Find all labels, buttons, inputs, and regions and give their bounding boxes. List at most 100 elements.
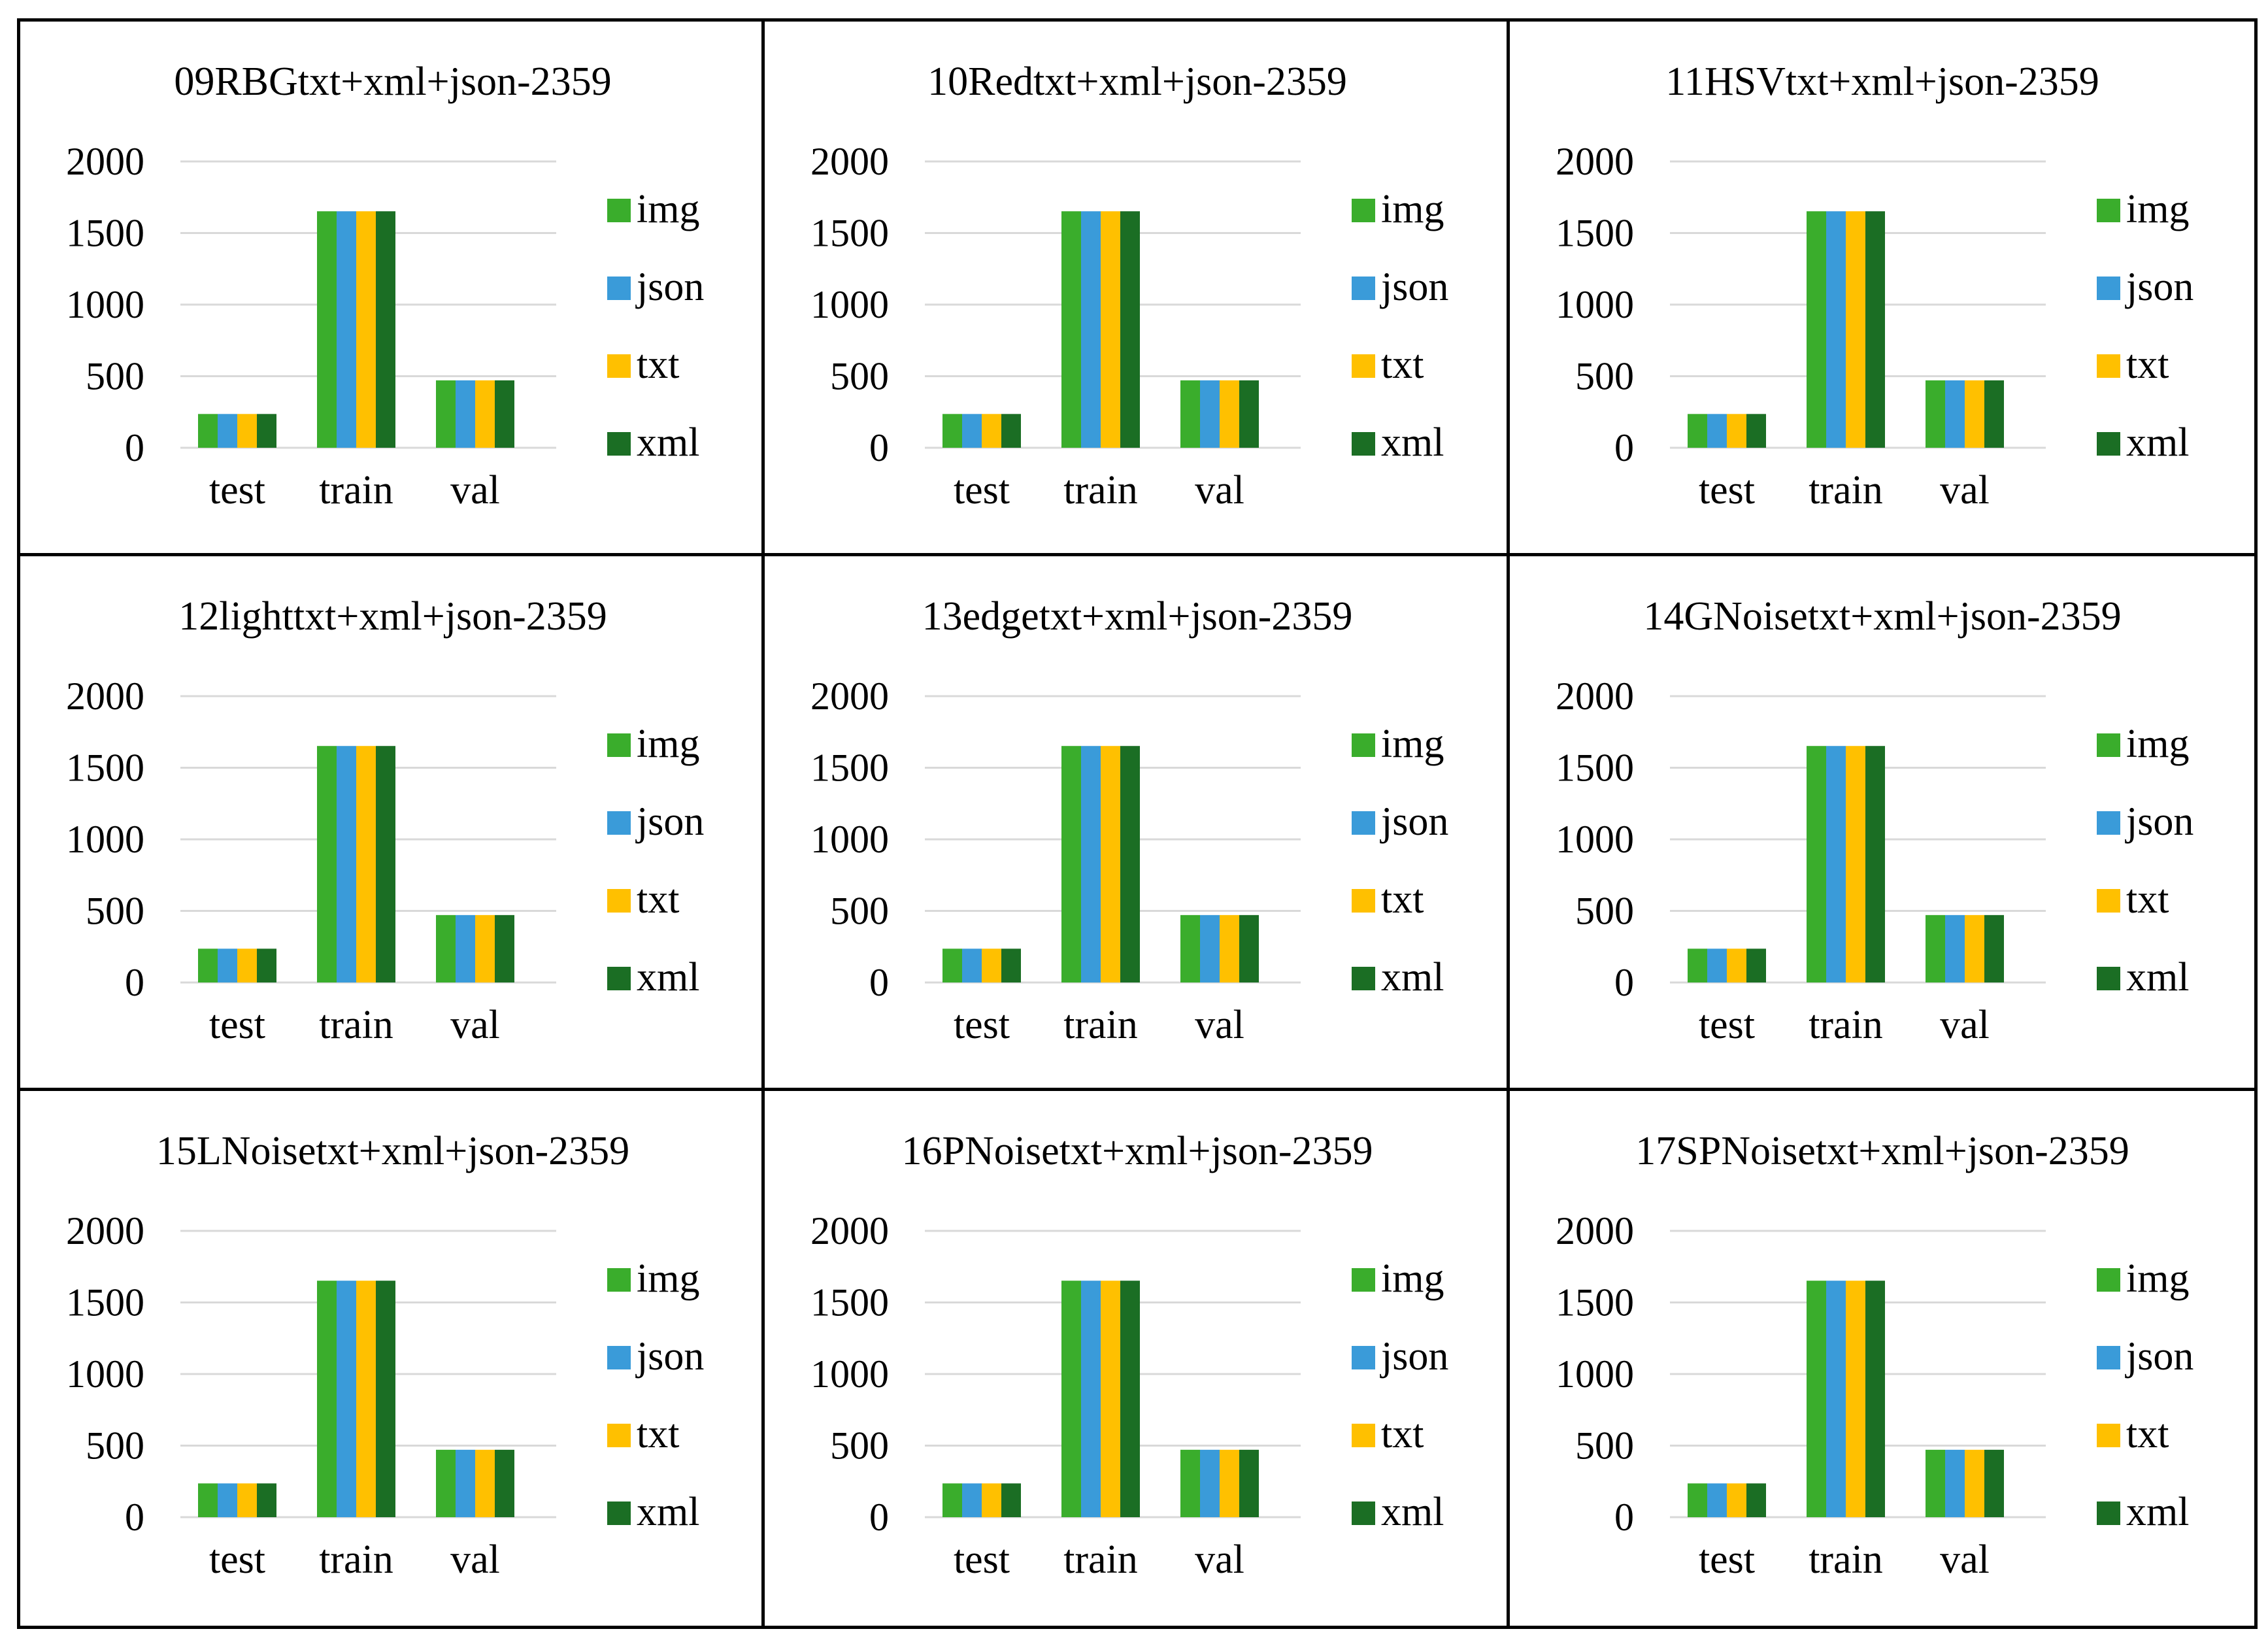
bar-test-img bbox=[942, 948, 963, 982]
legend-swatch-xml bbox=[1352, 432, 1376, 456]
bar-test-img bbox=[942, 1483, 963, 1517]
y-tick-label: 1500 bbox=[1556, 1281, 1634, 1324]
x-tick-label: val bbox=[1940, 1003, 1990, 1047]
bar-chart: 16PNoisetxt+xml+json-2359 0 500 1000 1500 200… bbox=[810, 1129, 1448, 1582]
chart-grid: 09RBGtxt+xml+json-2359 0 500 1000 1500 2000 te… bbox=[17, 18, 2258, 1629]
x-tick-label: test bbox=[954, 1537, 1010, 1582]
chart-panel: 17SPNoisetxt+xml+json-2359 0 500 1000 1500 20… bbox=[1510, 1091, 2254, 1626]
bar-test-txt bbox=[237, 948, 257, 982]
legend-label-txt: txt bbox=[637, 877, 679, 922]
bar-test-json bbox=[1707, 414, 1727, 448]
bar-train-json bbox=[1826, 746, 1846, 982]
bar-train-xml bbox=[1120, 746, 1141, 982]
x-tick-label: test bbox=[1699, 1003, 1755, 1047]
legend-swatch-xml bbox=[1352, 967, 1376, 990]
y-tick-label: 2000 bbox=[66, 675, 144, 718]
legend-label-json: json bbox=[1380, 265, 1448, 309]
y-tick-label: 1500 bbox=[810, 1281, 889, 1324]
y-tick-label: 0 bbox=[1614, 1496, 1634, 1539]
bar-train-json bbox=[1081, 211, 1101, 448]
legend-swatch-json bbox=[2096, 811, 2120, 835]
bar-train-json bbox=[337, 746, 356, 982]
y-tick-label: 1500 bbox=[810, 212, 889, 255]
legend-swatch-json bbox=[1352, 277, 1376, 300]
x-tick-label: val bbox=[450, 1537, 500, 1582]
bar-val-json bbox=[1944, 914, 1965, 982]
y-tick-label: 2000 bbox=[810, 1209, 889, 1252]
legend-label-xml: xml bbox=[637, 955, 699, 999]
legend-swatch-xml bbox=[607, 967, 631, 990]
bar-train-img bbox=[1806, 211, 1826, 448]
y-tick-label: 1000 bbox=[810, 1352, 889, 1396]
y-tick-label: 500 bbox=[1575, 355, 1634, 398]
legend-label-xml: xml bbox=[637, 420, 699, 465]
legend-swatch-json bbox=[1352, 1346, 1376, 1369]
bar-val-txt bbox=[475, 914, 495, 982]
legend-swatch-txt bbox=[1352, 889, 1376, 913]
y-tick-label: 1000 bbox=[1556, 283, 1634, 326]
y-tick-label: 0 bbox=[1614, 961, 1634, 1004]
legend-swatch-txt bbox=[1352, 354, 1376, 378]
x-tick-label: val bbox=[450, 1003, 500, 1047]
bar-test-txt bbox=[1726, 1483, 1746, 1517]
legend-swatch-json bbox=[2096, 1346, 2120, 1369]
bar-test-xml bbox=[257, 414, 276, 448]
legend-label-txt: txt bbox=[1381, 1412, 1424, 1456]
bar-train-img bbox=[1061, 211, 1082, 448]
bar-val-img bbox=[1925, 1449, 1945, 1517]
bar-train-img bbox=[317, 1281, 337, 1517]
bar-val-txt bbox=[1964, 914, 1984, 982]
y-tick-label: 500 bbox=[830, 890, 889, 933]
bar-val-json bbox=[1200, 380, 1220, 448]
x-tick-label: test bbox=[1699, 468, 1755, 512]
bar-train-json bbox=[1081, 746, 1101, 982]
y-tick-label: 500 bbox=[86, 890, 144, 933]
legend-label-json: json bbox=[2125, 1334, 2193, 1379]
x-tick-label: val bbox=[450, 468, 500, 512]
legend-label-xml: xml bbox=[637, 1490, 699, 1534]
bar-test-xml bbox=[1746, 948, 1766, 982]
legend-swatch-img bbox=[2096, 1268, 2120, 1292]
x-tick-label: val bbox=[1195, 1003, 1244, 1047]
bar-val-xml bbox=[495, 380, 514, 448]
bar-test-txt bbox=[237, 1483, 257, 1517]
y-tick-label: 1000 bbox=[66, 818, 144, 861]
x-tick-label: train bbox=[319, 1003, 393, 1047]
bar-test-img bbox=[198, 1483, 218, 1517]
bar-chart: 12lighttxt+xml+json-2359 0 500 1000 1500 2000… bbox=[66, 594, 704, 1047]
legend-label-img: img bbox=[1381, 1256, 1444, 1301]
bar-test-xml bbox=[1001, 1483, 1022, 1517]
x-tick-label: train bbox=[1809, 1537, 1883, 1582]
bar-val-json bbox=[456, 1449, 475, 1517]
bar-train-txt bbox=[1845, 1281, 1865, 1517]
bar-test-txt bbox=[1726, 414, 1746, 448]
legend-swatch-txt bbox=[1352, 1424, 1376, 1447]
legend-swatch-img bbox=[1352, 733, 1376, 757]
legend-swatch-xml bbox=[2096, 967, 2120, 990]
bar-test-txt bbox=[1726, 948, 1746, 982]
chart-title: 11HSVtxt+xml+json-2359 bbox=[1665, 59, 2099, 104]
y-tick-label: 0 bbox=[869, 426, 889, 469]
y-tick-label: 0 bbox=[125, 1496, 144, 1539]
bar-train-img bbox=[1061, 746, 1082, 982]
legend-label-txt: txt bbox=[1381, 343, 1424, 387]
bar-val-json bbox=[1944, 380, 1965, 448]
bar-train-xml bbox=[376, 211, 395, 448]
chart-title: 09RBGtxt+xml+json-2359 bbox=[174, 59, 611, 104]
chart-panel: 11HSVtxt+xml+json-2359 0 500 1000 1500 2000 te… bbox=[1509, 22, 2254, 556]
bar-train-xml bbox=[1120, 211, 1141, 448]
x-tick-label: train bbox=[1809, 1003, 1883, 1047]
bar-val-xml bbox=[495, 1449, 514, 1517]
bar-test-txt bbox=[982, 414, 1002, 448]
y-tick-label: 1000 bbox=[1556, 818, 1634, 861]
legend-swatch-xml bbox=[2096, 1501, 2120, 1525]
bar-val-xml bbox=[1239, 914, 1259, 982]
bar-test-img bbox=[1687, 414, 1707, 448]
bar-train-xml bbox=[1865, 1281, 1885, 1517]
legend-swatch-img bbox=[1352, 199, 1376, 222]
legend-label-txt: txt bbox=[637, 343, 679, 387]
bar-test-txt bbox=[982, 1483, 1002, 1517]
legend-label-xml: xml bbox=[2126, 1490, 2189, 1534]
legend-label-img: img bbox=[637, 722, 699, 766]
legend-swatch-txt bbox=[607, 889, 631, 913]
